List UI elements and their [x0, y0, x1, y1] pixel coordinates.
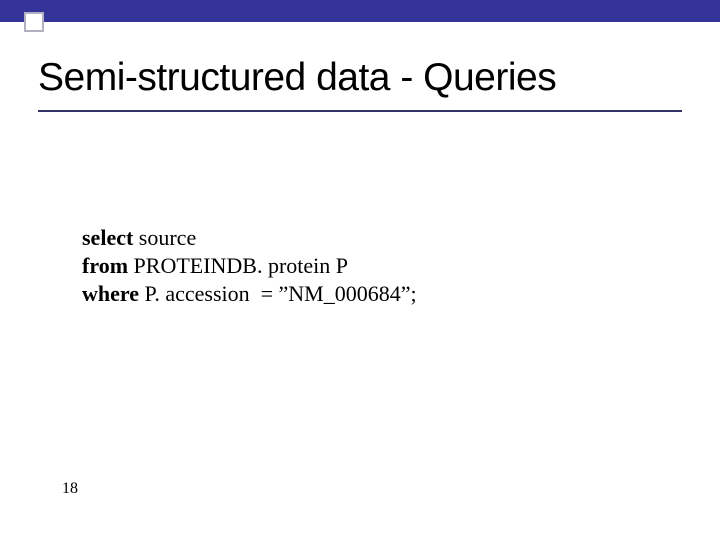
query-line-1: select source	[82, 224, 417, 252]
query-line-1-rest: source	[133, 225, 196, 250]
header-square-icon	[24, 12, 44, 32]
keyword-from: from	[82, 253, 128, 278]
title-underline	[38, 110, 682, 112]
top-accent-bar	[0, 0, 720, 22]
keyword-select: select	[82, 225, 133, 250]
slide-title: Semi-structured data - Queries	[38, 56, 556, 100]
query-line-2-rest: PROTEINDB. protein P	[128, 253, 348, 278]
query-line-2: from PROTEINDB. protein P	[82, 252, 417, 280]
keyword-where: where	[82, 281, 139, 306]
query-block: select source from PROTEINDB. protein P …	[82, 224, 417, 308]
page-number: 18	[62, 480, 78, 498]
query-line-3: where P. accession = ”NM_000684”;	[82, 280, 417, 308]
query-line-3-rest: P. accession = ”NM_000684”;	[139, 281, 417, 306]
